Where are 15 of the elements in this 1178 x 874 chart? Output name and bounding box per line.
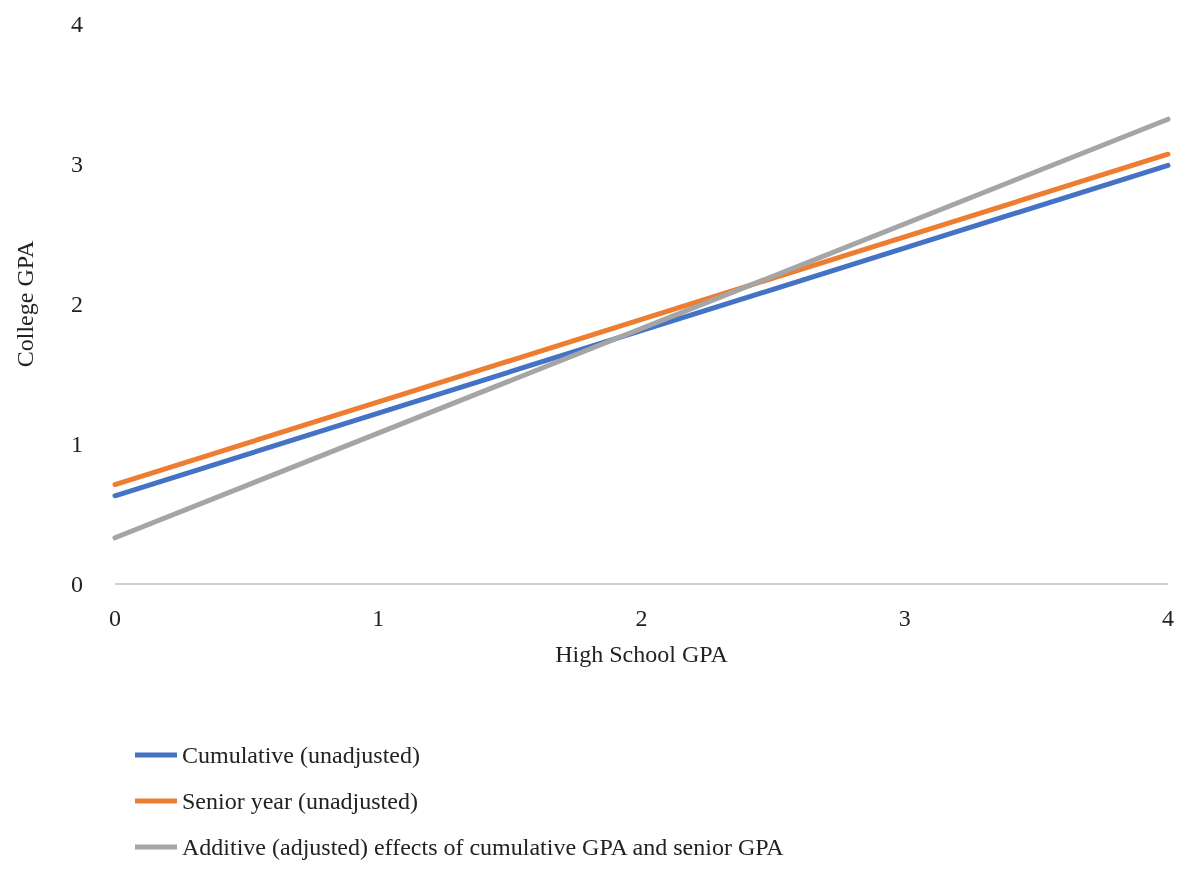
y-tick-label: 2 <box>71 291 83 317</box>
y-tick-label: 4 <box>71 11 83 37</box>
legend-label: Senior year (unadjusted) <box>182 788 418 814</box>
legend-label: Cumulative (unadjusted) <box>182 742 420 768</box>
x-tick-label: 4 <box>1162 605 1174 631</box>
legend-label: Additive (adjusted) effects of cumulative GPA and senior GPA <box>182 834 785 860</box>
x-tick-label: 0 <box>109 605 121 631</box>
y-tick-label: 3 <box>71 151 83 177</box>
y-tick-label: 0 <box>71 571 83 597</box>
x-tick-label: 2 <box>635 605 648 631</box>
x-axis-title: High School GPA <box>555 641 729 667</box>
x-tick-label: 1 <box>372 605 385 631</box>
y-axis-title: College GPA <box>12 240 38 368</box>
y-tick-label: 1 <box>71 431 83 457</box>
x-tick-label: 3 <box>898 605 911 631</box>
